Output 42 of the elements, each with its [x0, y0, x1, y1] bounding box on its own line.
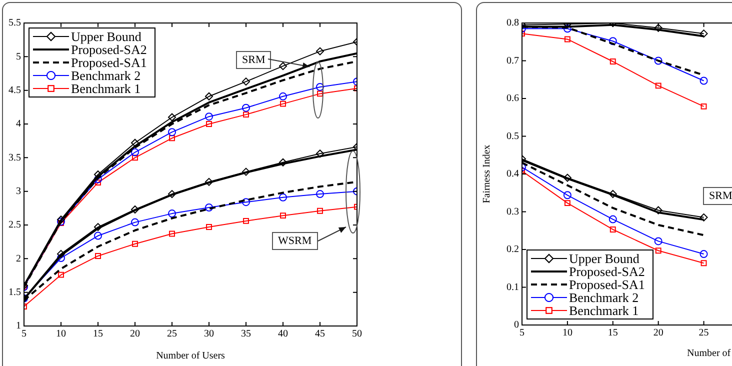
y-tick-label: 3.5 [8, 152, 21, 164]
y-tick-label: 4 [16, 118, 21, 130]
annotation: SRM [703, 187, 732, 205]
x-axis-title: Number of [687, 348, 732, 359]
y-tick-label: 0.3 [506, 206, 519, 218]
x-tick-label: 10 [56, 328, 66, 340]
y-tick-label: 0.1 [506, 282, 519, 293]
x-tick-label: 50 [352, 328, 362, 340]
x-tick-label: 10 [562, 328, 572, 339]
y-tick-label: 0.7 [506, 55, 519, 66]
x-tick-label: 15 [608, 328, 618, 339]
legend-label: Upper Bound [569, 250, 640, 266]
x-tick-label: 20 [130, 328, 140, 340]
y-tick-label: 0.2 [506, 244, 519, 256]
annotation: SRM [236, 51, 272, 69]
y-tick-label: 0.8 [506, 18, 519, 29]
x-tick-label: 45 [315, 328, 325, 340]
y-tick-label: 5.5 [8, 18, 21, 29]
x-tick-label: 30 [204, 328, 214, 340]
y-tick-label: 0.5 [506, 130, 519, 142]
y-tick-label: 3 [16, 186, 21, 197]
legend-label: Benchmark 1 [71, 80, 141, 96]
y-tick-label: 2.5 [8, 220, 21, 231]
legend-label: Upper Bound [71, 28, 142, 44]
y-tick-label: 5 [16, 51, 21, 62]
legend-label: Benchmark 1 [569, 302, 639, 318]
annotation: WSRM [272, 232, 318, 250]
x-tick-label: 20 [653, 328, 664, 339]
y-tick-label: 0 [514, 320, 519, 331]
x-tick-label: 35 [241, 328, 251, 340]
y-tick-label: 0.4 [506, 168, 519, 180]
y-tick-label: 2 [16, 253, 21, 264]
y-tick-label: 1.5 [8, 286, 21, 298]
x-axis-title: Number of Users [156, 350, 226, 362]
y-axis-title: Fairness Index [482, 144, 493, 204]
y-tick-label: 1 [16, 320, 21, 332]
x-tick-label: 15 [93, 328, 103, 340]
x-tick-label: 25 [698, 328, 709, 339]
y-tick-label: 0.6 [506, 93, 519, 104]
x-tick-label: 25 [167, 328, 177, 340]
x-tick-label: 40 [278, 328, 288, 340]
y-tick-label: 4.5 [8, 84, 21, 96]
